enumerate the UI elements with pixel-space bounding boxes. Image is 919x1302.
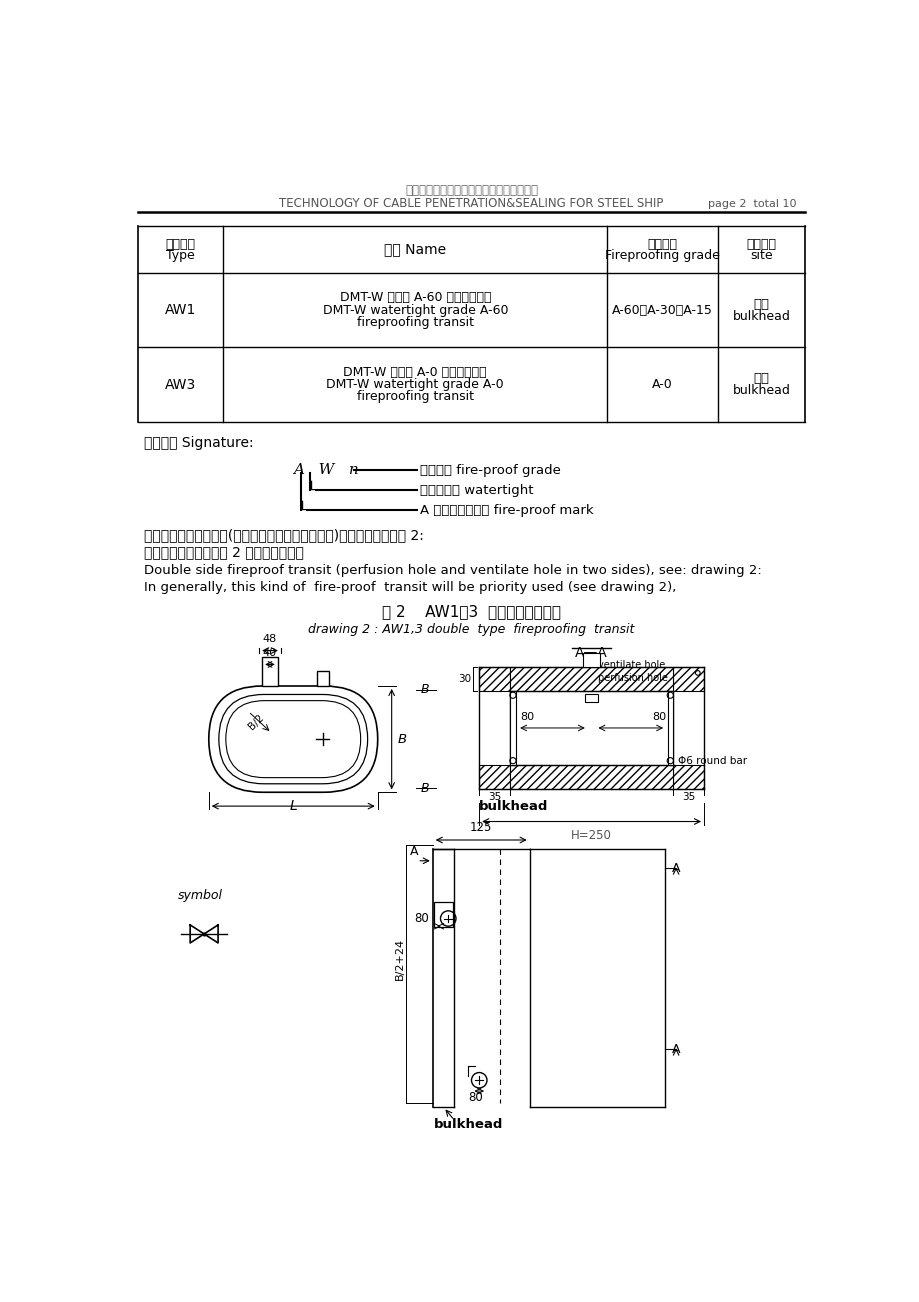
Bar [479, 764, 510, 789]
Bar [667, 691, 673, 764]
Bar [262, 656, 278, 686]
Bar [510, 691, 516, 764]
Text: TECHNOLOGY OF CABLE PENETRATION&SEALING FOR STEEL SHIP: TECHNOLOGY OF CABLE PENETRATION&SEALING … [279, 198, 663, 211]
Text: 舱壁: 舱壁 [753, 372, 768, 385]
Text: 一般情况下，选用如图 2 的耐火电缆框。: 一般情况下，选用如图 2 的耐火电缆框。 [144, 546, 304, 559]
Bar [317, 671, 329, 686]
Text: A: A [410, 845, 418, 858]
Text: AW1: AW1 [165, 303, 197, 318]
Text: B/2: B/2 [246, 712, 266, 732]
Text: Φ6 round bar: Φ6 round bar [677, 755, 746, 766]
Text: L: L [289, 799, 297, 814]
Text: fireproofing transit: fireproofing transit [357, 316, 473, 329]
Text: bulkhead: bulkhead [732, 310, 789, 323]
Text: 标记示例 Signature:: 标记示例 Signature: [144, 436, 254, 449]
Text: B/2+24: B/2+24 [395, 937, 404, 980]
Bar [510, 667, 673, 691]
Text: └: └ [307, 483, 316, 497]
Text: A-60，A-30，A-15: A-60，A-30，A-15 [611, 303, 712, 316]
Text: 48: 48 [263, 634, 277, 644]
Text: 耐火等级: 耐火等级 [647, 238, 676, 251]
Text: 船舶电装预制件制作及电缆贯穿件隔堵工艺: 船舶电装预制件制作及电缆贯穿件隔堵工艺 [404, 185, 538, 198]
Text: A-0: A-0 [652, 378, 672, 391]
Text: In generally, this kind of  fire-proof  transit will be priority used (see drawi: In generally, this kind of fire-proof tr… [144, 581, 676, 594]
Text: 80: 80 [468, 1091, 482, 1104]
Text: bulkhead: bulkhead [732, 384, 789, 397]
Text: 名称 Name: 名称 Name [384, 242, 446, 256]
Text: DMT-W watertight grade A-60: DMT-W watertight grade A-60 [323, 303, 507, 316]
Text: 制作双侧型耐火电缆框(灌注孔和透气孔在舱壁两侧)的具体要求如下图 2:: 制作双侧型耐火电缆框(灌注孔和透气孔在舱壁两侧)的具体要求如下图 2: [144, 529, 424, 542]
Text: bulkhead: bulkhead [434, 1117, 503, 1130]
Text: fireproofing transit: fireproofing transit [357, 391, 473, 404]
Text: 类型参数: 类型参数 [165, 238, 196, 251]
Text: 80: 80 [652, 712, 665, 721]
Text: drawing 2 : AW1,3 double  type  fireproofing  transit: drawing 2 : AW1,3 double type fireproofi… [308, 622, 634, 635]
Bar [673, 764, 703, 789]
Bar [673, 667, 703, 691]
Text: 35: 35 [681, 792, 695, 802]
Text: A: A [671, 1043, 679, 1056]
Bar [434, 902, 452, 927]
Text: DMT-W 水密式 A-0 级耐火电缆框: DMT-W 水密式 A-0 级耐火电缆框 [343, 366, 486, 379]
Text: 舱壁: 舱壁 [753, 298, 768, 311]
Text: 40: 40 [263, 648, 277, 659]
Text: 80: 80 [520, 712, 534, 721]
Text: 35: 35 [488, 792, 501, 802]
Text: Fireproofing grade: Fireproofing grade [605, 249, 720, 262]
Bar [584, 694, 597, 702]
Text: 125: 125 [470, 820, 492, 833]
Text: B: B [420, 684, 428, 697]
Text: A—A: A—A [574, 646, 607, 660]
Text: 无机型填料 watertight: 无机型填料 watertight [420, 484, 533, 497]
Text: H=250: H=250 [571, 829, 611, 842]
Text: 型式序号 fire-proof grade: 型式序号 fire-proof grade [420, 464, 561, 477]
Text: 图 2    AW1，3  双侧型耐火电缆框: 图 2 AW1，3 双侧型耐火电缆框 [381, 604, 561, 620]
Text: Double side fireproof transit (perfusion hole and ventilate hole in two sides), : Double side fireproof transit (perfusion… [144, 564, 761, 577]
Text: AW3: AW3 [165, 378, 197, 392]
Text: A: A [671, 862, 679, 875]
Text: B: B [397, 733, 406, 746]
Text: A   W   n: A W n [293, 464, 358, 478]
Text: 30: 30 [458, 674, 471, 684]
Text: page 2  total 10: page 2 total 10 [708, 199, 796, 210]
Text: symbol: symbol [177, 889, 222, 902]
Text: 80: 80 [414, 911, 428, 924]
Text: └: └ [298, 503, 307, 518]
Text: ventilate hole
perfusion hole: ventilate hole perfusion hole [597, 660, 667, 682]
Text: Type: Type [166, 249, 195, 262]
Text: B: B [420, 783, 428, 796]
Text: A 级水密耐火结构 fire-proof mark: A 级水密耐火结构 fire-proof mark [420, 504, 594, 517]
Text: site: site [749, 249, 772, 262]
Bar [479, 667, 510, 691]
Text: bulkhead: bulkhead [479, 799, 548, 812]
Text: 使用场所: 使用场所 [745, 238, 776, 251]
Text: DMT-W watertight grade A-0: DMT-W watertight grade A-0 [326, 378, 504, 391]
Text: DMT-W 水密式 A-60 级耐火电缆框: DMT-W 水密式 A-60 级耐火电缆框 [339, 292, 491, 305]
Bar [510, 764, 673, 789]
Bar [583, 652, 599, 667]
